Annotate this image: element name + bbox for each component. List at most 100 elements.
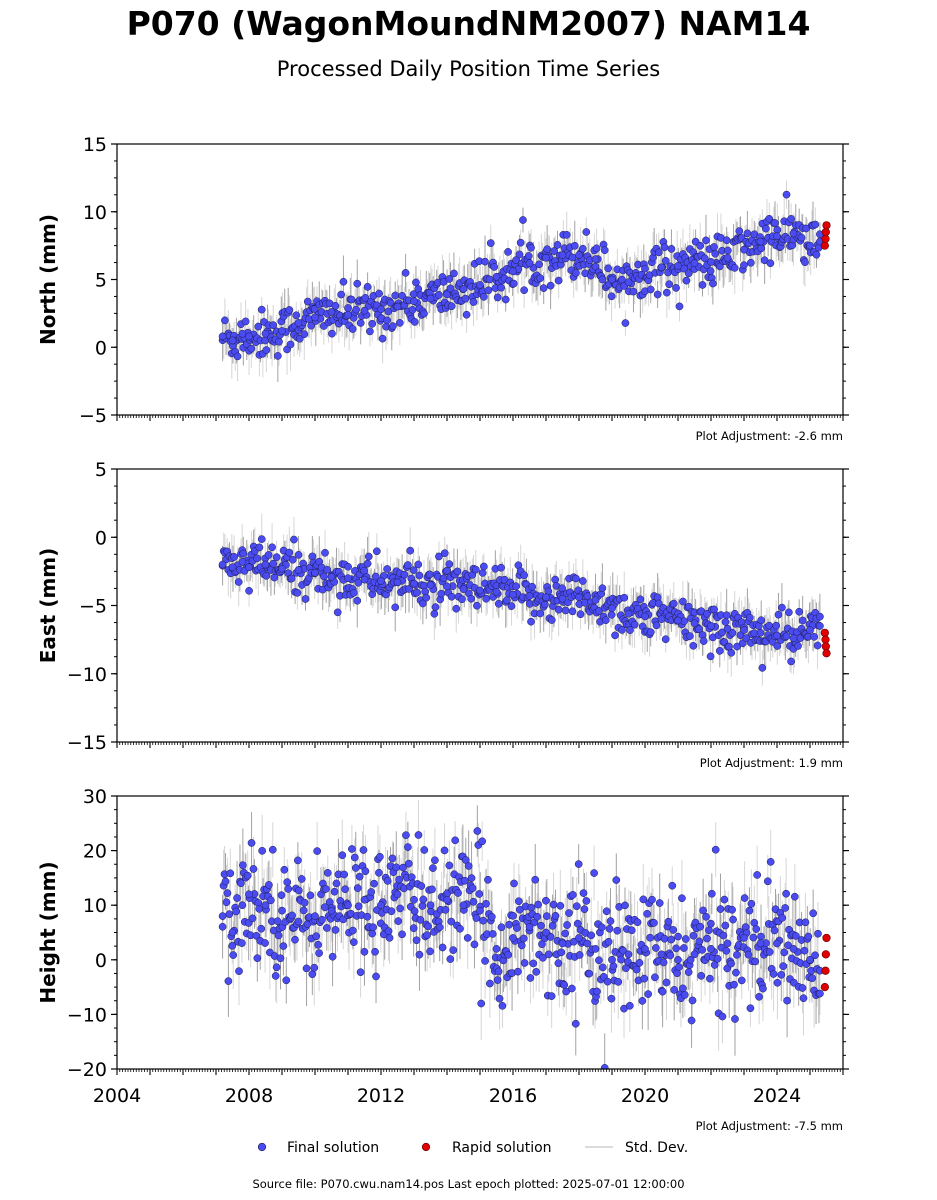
north-final-point [646, 285, 655, 294]
height-final-point [514, 897, 523, 906]
height-final-point [569, 937, 578, 946]
north-final-point [746, 258, 755, 267]
height-final-point [233, 894, 241, 902]
height-final-point [598, 963, 607, 972]
east-final-point [756, 628, 765, 637]
east-final-point [253, 554, 261, 563]
north-final-point [285, 306, 294, 314]
height-final-point [722, 946, 731, 955]
north-final-point [653, 290, 662, 299]
east-final-point [558, 594, 567, 603]
height-final-point [544, 950, 553, 959]
height-x-tick-label: 2024 [753, 1085, 801, 1107]
north-final-point [490, 263, 499, 271]
east-final-point [287, 574, 296, 583]
east-final-point [308, 552, 317, 561]
height-x-tick-label: 2004 [93, 1085, 141, 1107]
height-final-point [542, 928, 550, 937]
east-final-point [344, 574, 352, 583]
east-final-point [525, 592, 534, 600]
height-final-point [454, 889, 462, 897]
east-final-point [607, 611, 616, 619]
legend-std-label: Std. Dev. [625, 1140, 688, 1156]
east-final-point [415, 571, 424, 580]
height-final-point [605, 924, 614, 933]
height-final-point [321, 885, 330, 893]
height-final-point [791, 932, 800, 940]
height-final-point [383, 877, 392, 885]
height-final-point [294, 856, 302, 865]
height-final-point [811, 951, 819, 960]
height-final-point [459, 901, 468, 910]
north-final-point [292, 311, 301, 320]
east-final-point [301, 595, 310, 603]
height-rapid-points [820, 933, 831, 992]
east-final-point [257, 535, 266, 543]
height-final-point [276, 954, 285, 963]
east-final-point [245, 563, 253, 572]
height-final-point [294, 917, 303, 926]
north-final-point [662, 288, 671, 297]
north-final-point [675, 302, 684, 311]
east-final-point [437, 589, 446, 598]
height-final-point [730, 980, 738, 989]
east-final-point [278, 564, 286, 573]
height-final-point [441, 905, 450, 914]
height-final-point [331, 926, 340, 934]
height-final-point [395, 875, 404, 884]
east-final-point [482, 594, 490, 603]
height-final-point [224, 977, 233, 985]
height-final-point [790, 892, 799, 901]
east-final-point [230, 552, 238, 561]
height-final-point [697, 971, 706, 980]
north-final-point [410, 318, 419, 326]
north-rapid-points [820, 221, 831, 250]
north-rapid-point [820, 241, 829, 250]
east-final-point [228, 563, 237, 572]
height-final-point [312, 932, 321, 941]
east-final-point [294, 551, 303, 559]
north-final-points [218, 190, 824, 361]
north-final-point [657, 263, 666, 272]
height-final-point [666, 951, 675, 960]
height-final-point [773, 939, 781, 948]
height-final-point [681, 935, 690, 943]
east-final-point [391, 603, 400, 612]
east-final-point [288, 555, 297, 564]
east-final-point [620, 593, 629, 602]
height-final-point [463, 934, 472, 942]
height-final-point [529, 959, 538, 968]
height-final-point [686, 955, 695, 964]
height-final-point [689, 931, 698, 940]
north-final-point [797, 233, 806, 242]
north-final-point [641, 264, 649, 273]
north-final-point [806, 241, 814, 250]
north-final-point [543, 245, 551, 254]
height-final-point [674, 932, 682, 941]
north-final-point [660, 243, 669, 252]
east-final-point [245, 586, 253, 595]
east-final-point [409, 566, 418, 574]
east-final-point [290, 535, 298, 544]
height-final-point [279, 942, 288, 950]
height-final-point [517, 941, 526, 950]
east-final-point [728, 629, 737, 637]
height-final-point [806, 955, 814, 964]
east-final-point [327, 572, 336, 581]
height-final-point [547, 992, 556, 1000]
north-final-point [378, 334, 387, 343]
height-final-point [428, 885, 436, 894]
height-final-point [360, 895, 369, 904]
height-final-point [284, 885, 293, 893]
north-final-point [600, 246, 609, 255]
north-final-point [410, 297, 418, 306]
east-final-point [695, 625, 703, 634]
height-final-point [679, 984, 687, 993]
height-final-point [460, 876, 469, 885]
height-final-point [509, 934, 517, 942]
north-y-tick-label: −5 [79, 405, 107, 427]
height-y-tick-label: 10 [83, 895, 107, 917]
height-final-point [426, 901, 435, 910]
north-final-point [525, 259, 534, 268]
